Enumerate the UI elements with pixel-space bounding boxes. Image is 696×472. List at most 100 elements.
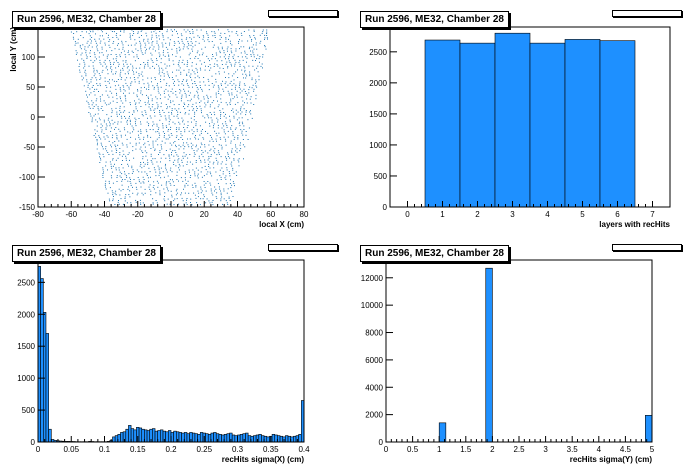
scatter-point xyxy=(229,62,231,63)
scatter-point xyxy=(185,179,186,181)
scatter-point xyxy=(223,131,225,133)
scatter-point xyxy=(145,111,147,113)
scatter-point xyxy=(96,144,98,146)
scatter-point xyxy=(235,171,237,173)
scatter-point xyxy=(225,117,227,119)
scatter-point xyxy=(108,96,110,98)
scatter-point xyxy=(177,114,179,115)
scatter-point xyxy=(162,46,164,48)
scatter-point xyxy=(119,130,121,132)
scatter-point xyxy=(138,179,140,181)
x-tick-label: 2.5 xyxy=(513,445,525,454)
scatter-point xyxy=(226,159,228,161)
scatter-point xyxy=(243,125,245,127)
scatter-point xyxy=(85,90,87,92)
scatter-point xyxy=(264,34,266,36)
scatter-point xyxy=(201,150,203,151)
scatter-point xyxy=(122,60,124,62)
scatter-point xyxy=(87,84,89,86)
scatter-point xyxy=(217,90,219,92)
scatter-point xyxy=(216,159,218,161)
scatter-point xyxy=(158,48,160,50)
scatter-point xyxy=(262,54,264,56)
scatter-point xyxy=(129,35,131,37)
scatter-point xyxy=(238,62,240,64)
scatter-point xyxy=(203,138,205,140)
scatter-point xyxy=(119,175,121,177)
scatter-point xyxy=(89,35,91,37)
scatter-point xyxy=(213,44,215,46)
scatter-point xyxy=(113,80,115,82)
scatter-point xyxy=(125,157,127,159)
scatter-point xyxy=(107,54,109,56)
scatter-point xyxy=(216,64,218,66)
scatter-point xyxy=(202,115,204,117)
scatter-point xyxy=(230,63,232,65)
scatter-point xyxy=(225,63,227,65)
scatter-point xyxy=(79,46,81,48)
scatter-point xyxy=(90,79,92,81)
scatter-point xyxy=(160,75,162,77)
scatter-point xyxy=(233,138,235,140)
scatter-point xyxy=(180,146,182,148)
scatter-point xyxy=(249,71,251,73)
scatter-point xyxy=(105,148,107,150)
scatter-point xyxy=(211,138,213,140)
scatter-point xyxy=(94,94,96,96)
scatter-point xyxy=(243,46,245,48)
scatter-point xyxy=(80,54,82,56)
scatter-point xyxy=(114,163,115,165)
scatter-point xyxy=(111,112,113,114)
scatter-point xyxy=(213,123,215,125)
scatter-point xyxy=(236,148,238,150)
scatter-point xyxy=(149,46,151,48)
scatter-point xyxy=(150,31,152,33)
scatter-point xyxy=(146,48,147,50)
histogram-bar xyxy=(146,430,151,443)
scatter-point xyxy=(236,90,238,92)
scatter-point xyxy=(119,152,121,153)
scatter-point xyxy=(190,142,192,144)
scatter-point xyxy=(142,75,144,77)
scatter-point xyxy=(207,101,209,103)
scatter-point xyxy=(248,65,250,67)
scatter-point xyxy=(176,179,178,180)
scatter-point xyxy=(179,89,181,90)
scatter-point xyxy=(116,175,118,177)
scatter-point xyxy=(225,140,227,142)
scatter-point xyxy=(103,121,105,123)
scatter-point xyxy=(253,48,255,50)
scatter-point xyxy=(221,60,223,62)
scatter-point xyxy=(85,75,87,77)
scatter-point xyxy=(249,98,251,100)
scatter-point xyxy=(264,38,265,40)
scatter-point xyxy=(131,50,133,52)
scatter-point xyxy=(228,94,230,96)
scatter-point xyxy=(79,71,81,73)
scatter-point xyxy=(209,64,211,66)
scatter-point xyxy=(233,54,235,56)
scatter-point xyxy=(128,165,129,167)
scatter-point xyxy=(205,190,207,192)
scatter-point xyxy=(126,77,128,79)
scatter-point xyxy=(242,144,244,146)
scatter-point xyxy=(252,65,254,67)
scatter-point xyxy=(91,77,93,79)
scatter-point xyxy=(188,146,190,148)
scatter-point xyxy=(229,40,231,42)
scatter-point xyxy=(158,65,160,67)
scatter-point xyxy=(256,86,258,88)
scatter-point xyxy=(133,129,135,131)
scatter-point xyxy=(255,81,257,83)
scatter-point xyxy=(177,40,179,42)
scatter-point xyxy=(148,98,149,100)
scatter-point xyxy=(129,115,130,117)
scatter-point xyxy=(114,48,116,50)
x-tick-label: 0.25 xyxy=(196,445,212,454)
scatter-point xyxy=(158,67,160,69)
scatter-point xyxy=(207,39,209,41)
scatter-point xyxy=(236,175,238,176)
scatter-point xyxy=(208,144,210,146)
scatter-point xyxy=(142,158,144,160)
scatter-point xyxy=(96,121,98,123)
